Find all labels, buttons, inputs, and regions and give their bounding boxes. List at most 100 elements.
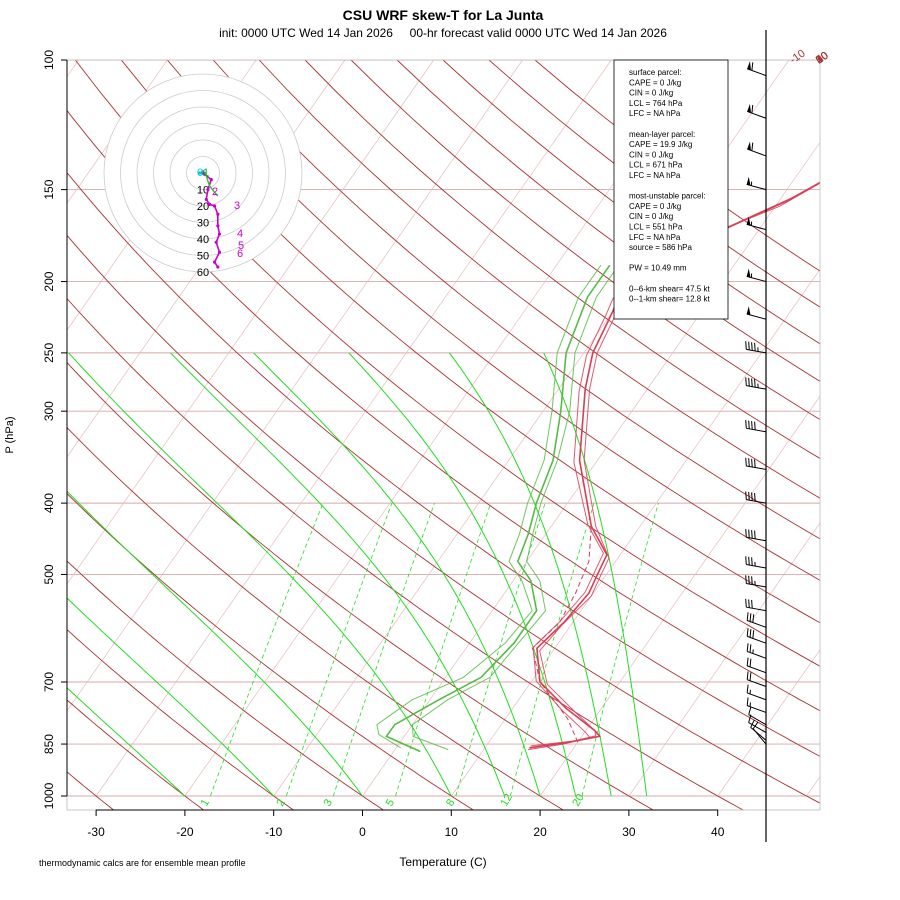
stats-line: PW = 10.49 mm <box>629 264 687 273</box>
stats-line: CIN = 0 J/kg <box>629 150 673 159</box>
hodograph-point <box>198 171 202 175</box>
stats-line: LCL = 671 hPa <box>629 161 683 170</box>
isotherm-label: 30 <box>814 50 831 67</box>
isotherm <box>539 395 820 797</box>
y-tick-label: 1000 <box>42 782 56 809</box>
wind-barb <box>745 529 767 542</box>
hodograph-point-label: 5 <box>238 240 244 252</box>
hodograph-ring-label: 50 <box>197 251 209 263</box>
y-tick-label: 400 <box>42 493 56 513</box>
y-axis-label: P (hPa) <box>4 416 16 453</box>
hodograph-point-label: 6 <box>237 248 243 260</box>
mixing-ratio-label: 8 <box>444 797 457 808</box>
isotherm <box>806 776 820 797</box>
moist-adiabat <box>67 490 363 797</box>
x-tick-label: 30 <box>622 825 636 839</box>
hodograph-point <box>214 240 218 244</box>
moist-adiabat <box>543 352 648 797</box>
x-tick-label: -20 <box>176 825 194 839</box>
dry-adiabat <box>304 60 820 459</box>
wind-barb <box>745 556 767 569</box>
moist-adiabat <box>253 352 541 797</box>
stats-line: CIN = 0 J/kg <box>629 89 673 98</box>
dry-adiabat <box>67 771 115 810</box>
wind-barb <box>746 657 767 674</box>
isotherm <box>95 60 612 797</box>
isotherm <box>895 60 900 796</box>
wind-barb <box>746 216 767 231</box>
hodograph-ring-label: 60 <box>197 267 209 279</box>
hodograph-point-label: 2 <box>212 186 218 198</box>
stats-line: mean-layer parcel: <box>629 130 695 139</box>
wind-barb <box>748 706 767 726</box>
moist-adiabat <box>67 687 186 797</box>
wind-barbs <box>745 30 767 842</box>
wind-barb <box>747 61 767 77</box>
dry-adiabat <box>166 60 820 581</box>
hodograph-point <box>217 250 222 254</box>
dry-adiabat <box>67 629 295 810</box>
y-tick-label: 300 <box>42 401 56 421</box>
x-tick-label: -30 <box>87 825 105 839</box>
temperature-member-line <box>530 181 820 747</box>
hodograph-point <box>204 197 208 201</box>
dry-adiabat <box>258 60 820 499</box>
dry-adiabat <box>67 699 205 810</box>
isotherm <box>451 268 820 797</box>
moist-adiabat <box>170 352 506 797</box>
moist-adiabat <box>68 352 452 797</box>
hodograph-point <box>217 232 222 236</box>
hodograph-ring <box>186 156 220 190</box>
moist-adiabat <box>448 352 612 797</box>
hodograph-point <box>208 202 212 206</box>
hodograph: 10 20 30 40 50 60 0 12 3 456 <box>103 73 303 279</box>
hodograph-point <box>212 204 217 208</box>
wind-barb <box>745 575 767 588</box>
stats-line: CAPE = 0 J/kg <box>629 78 681 87</box>
hodograph-ring-label: 40 <box>197 234 209 246</box>
wind-barb <box>745 598 767 612</box>
dewpoint-mean-line <box>385 264 611 753</box>
isotherm <box>67 60 523 712</box>
wind-barb <box>745 377 767 390</box>
isotherm-label: 20 <box>814 50 831 67</box>
wind-barb <box>747 141 767 157</box>
stats-line: LCL = 551 hPa <box>629 223 683 232</box>
stats-box: surface parcel:CAPE = 0 J/kg CIN = 0 J/kg… <box>613 59 729 320</box>
mixing-ratio-line <box>332 502 435 797</box>
wind-barb <box>746 684 767 701</box>
dry-adiabat <box>212 60 820 540</box>
hodograph-ring <box>120 90 286 256</box>
wind-barb <box>746 671 767 687</box>
hodograph-point-label: 0 <box>197 167 203 179</box>
isotherm <box>628 522 820 797</box>
hodograph-point <box>206 187 210 192</box>
wind-barb <box>746 612 767 628</box>
isotherm-label: 40 <box>814 50 831 67</box>
wind-barb <box>745 491 767 504</box>
x-tick-label: 20 <box>533 825 547 839</box>
hodograph-point <box>216 212 220 216</box>
y-tick-label: 200 <box>42 271 56 291</box>
temperature-member-line <box>528 182 820 751</box>
hodograph-point-label: 3 <box>234 200 240 212</box>
y-tick-label: 700 <box>42 672 56 692</box>
wind-barb <box>746 643 767 659</box>
footnote: thermodynamic calcs are for ensemble mea… <box>39 858 246 868</box>
dry-adiabat <box>67 426 565 810</box>
wind-barb <box>747 103 767 119</box>
hodograph-ring-label: 20 <box>197 201 209 213</box>
mixing-ratio-label: 12 <box>498 792 515 809</box>
stats-line: surface parcel: <box>629 68 681 77</box>
chart-subtitle: init: 0000 UTC Wed 14 Jan 2026 00-hr for… <box>219 26 667 40</box>
moist-adiabat <box>348 352 577 797</box>
stats-line: LFC = NA hPa <box>629 171 681 180</box>
stats-frame <box>613 59 729 320</box>
hodograph-ring <box>136 106 270 240</box>
hodograph-trace <box>204 171 219 197</box>
x-tick-label: -10 <box>265 825 283 839</box>
hodograph-point <box>209 178 213 182</box>
isotherm <box>67 60 168 204</box>
dry-adiabat <box>67 234 820 804</box>
